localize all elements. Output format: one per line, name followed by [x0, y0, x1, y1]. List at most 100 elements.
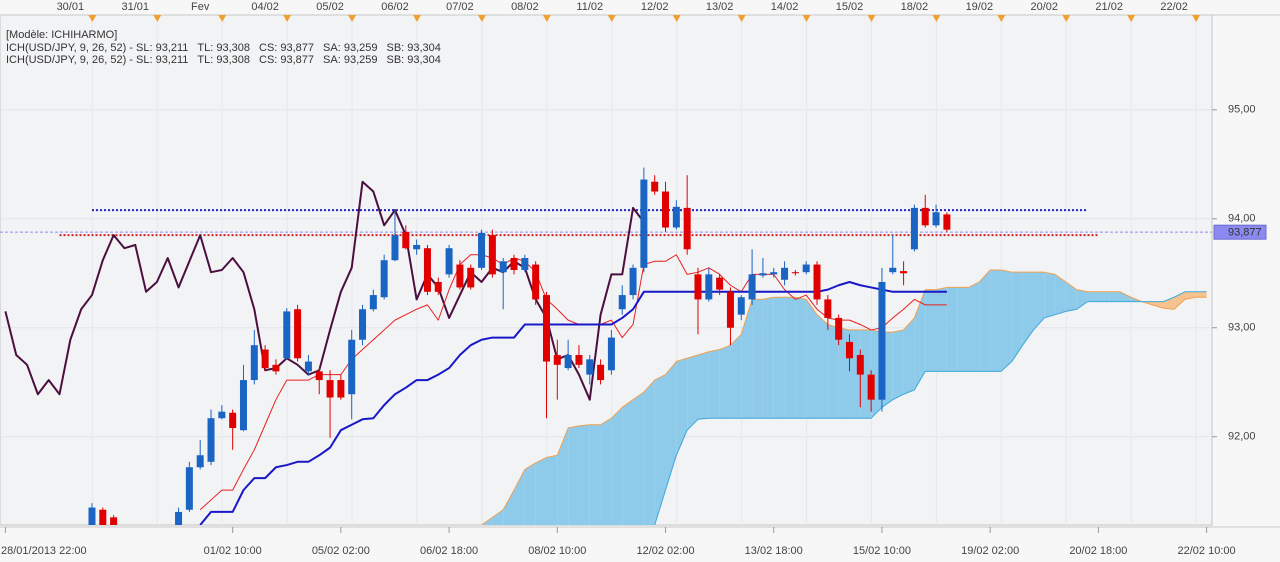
x-tick-label: 05/02 02:00: [312, 545, 370, 557]
candle-body: [185, 467, 193, 510]
x-tick-label: 22/02 10:00: [1178, 545, 1236, 557]
legend-entry: CS: 93,877: [259, 54, 314, 66]
top-tick-marker: [153, 15, 162, 22]
top-tick-marker: [932, 15, 941, 22]
candle-body: [878, 281, 886, 400]
top-tick-marker: [542, 15, 551, 22]
candle-body: [889, 267, 897, 273]
x-tick-label: 15/02 10:00: [853, 545, 911, 557]
top-tick-label: 06/02: [381, 1, 409, 13]
cloud-fill: [611, 407, 623, 525]
cloud-fill: [925, 289, 937, 372]
candle-body: [629, 267, 637, 296]
candle-body: [283, 311, 291, 359]
legend-entry: SA: 93,259: [323, 42, 377, 54]
candle-body: [564, 355, 572, 369]
candle-body: [943, 214, 951, 230]
cloud-fill: [578, 424, 590, 525]
cloud-fill: [838, 327, 850, 419]
top-tick-marker: [1062, 15, 1071, 22]
top-tick-label: 07/02: [446, 1, 474, 13]
candle-body: [315, 371, 323, 381]
cloud-fill: [643, 380, 655, 525]
candle-body: [488, 235, 496, 275]
cloud-fill: [827, 324, 839, 419]
cloud-fill: [600, 418, 612, 525]
top-tick-marker: [283, 15, 292, 22]
top-tick-marker: [218, 15, 227, 22]
top-tick-label: 31/01: [122, 1, 150, 13]
x-tick-label: 19/02 02:00: [961, 545, 1019, 557]
cloud-fill: [936, 287, 947, 372]
cloud-fill: [1065, 281, 1077, 312]
candle-body: [434, 281, 442, 292]
cloud-fill: [957, 287, 969, 372]
cloud-fill: [806, 299, 818, 419]
candle-body: [294, 309, 302, 359]
cloud-fill: [968, 281, 980, 372]
candle-body: [586, 359, 594, 375]
candle-body: [326, 380, 334, 398]
candle-body: [845, 341, 853, 359]
cloud-fill: [546, 455, 558, 525]
top-tick-label: 04/02: [251, 1, 279, 13]
top-tick-label: 13/02: [706, 1, 734, 13]
legend-model: [Modèle: ICHIHARMO]: [6, 29, 117, 41]
candle-body: [662, 191, 670, 228]
cloud-fill: [946, 287, 958, 372]
candle-body: [640, 179, 648, 268]
candle-body: [575, 355, 583, 365]
candle-body: [207, 418, 215, 462]
cloud-fill: [1163, 297, 1175, 310]
cloud-fill: [568, 425, 579, 525]
top-tick-label: 18/02: [901, 1, 929, 13]
cloud-fill: [752, 299, 763, 419]
candle-body: [748, 274, 756, 300]
cloud-fill: [503, 490, 515, 525]
candle-body: [791, 272, 799, 274]
cloud-fill: [990, 270, 1001, 372]
cloud-fill: [979, 270, 991, 372]
candle-body: [921, 207, 929, 226]
senkou-a-line: [481, 269, 1207, 525]
top-tick-label: 11/02: [576, 1, 603, 13]
candle-body: [694, 274, 702, 300]
legend-entry: SB: 93,304: [386, 54, 440, 66]
candle-body: [910, 207, 918, 250]
candle-body: [239, 380, 247, 431]
top-tick-label: Fev: [191, 1, 210, 13]
top-tick-marker: [672, 15, 681, 22]
cloud-fill: [665, 361, 677, 491]
candle-body: [813, 264, 821, 300]
cloud-fill: [633, 392, 644, 525]
candle-body: [705, 274, 713, 300]
cloud-fill: [1055, 274, 1066, 315]
cloud-fill: [1109, 291, 1121, 302]
top-tick-label: 05/02: [316, 1, 344, 13]
candle-body: [618, 295, 626, 310]
cloud-fill: [817, 314, 828, 419]
candle-body: [651, 181, 659, 192]
x-tick-label: 28/01/2013 22:00: [1, 545, 87, 557]
candle-body: [391, 235, 399, 261]
candle-body: [196, 455, 204, 468]
top-tick-marker: [348, 15, 357, 22]
cloud-fill: [719, 345, 731, 419]
x-tick-label: 13/02 18:00: [745, 545, 803, 557]
cloud-fill: [697, 351, 709, 420]
legend-entry: SB: 93,304: [386, 42, 440, 54]
cloud-fill: [1033, 272, 1045, 330]
legend-entry: TL: 93,308: [197, 42, 250, 54]
x-tick-label: 20/02 18:00: [1069, 545, 1127, 557]
top-tick-marker: [477, 15, 486, 22]
candle-body: [835, 317, 843, 340]
candle-body: [932, 212, 940, 226]
cloud-fill: [1087, 291, 1099, 302]
x-tick-label: 01/02 10:00: [204, 545, 262, 557]
top-tick-marker: [1127, 15, 1136, 22]
top-tick-marker: [88, 15, 97, 22]
cloud-fill: [622, 399, 634, 525]
cloud-fill: [654, 374, 666, 525]
cloud-fill: [892, 329, 904, 400]
candle-body: [467, 267, 475, 288]
